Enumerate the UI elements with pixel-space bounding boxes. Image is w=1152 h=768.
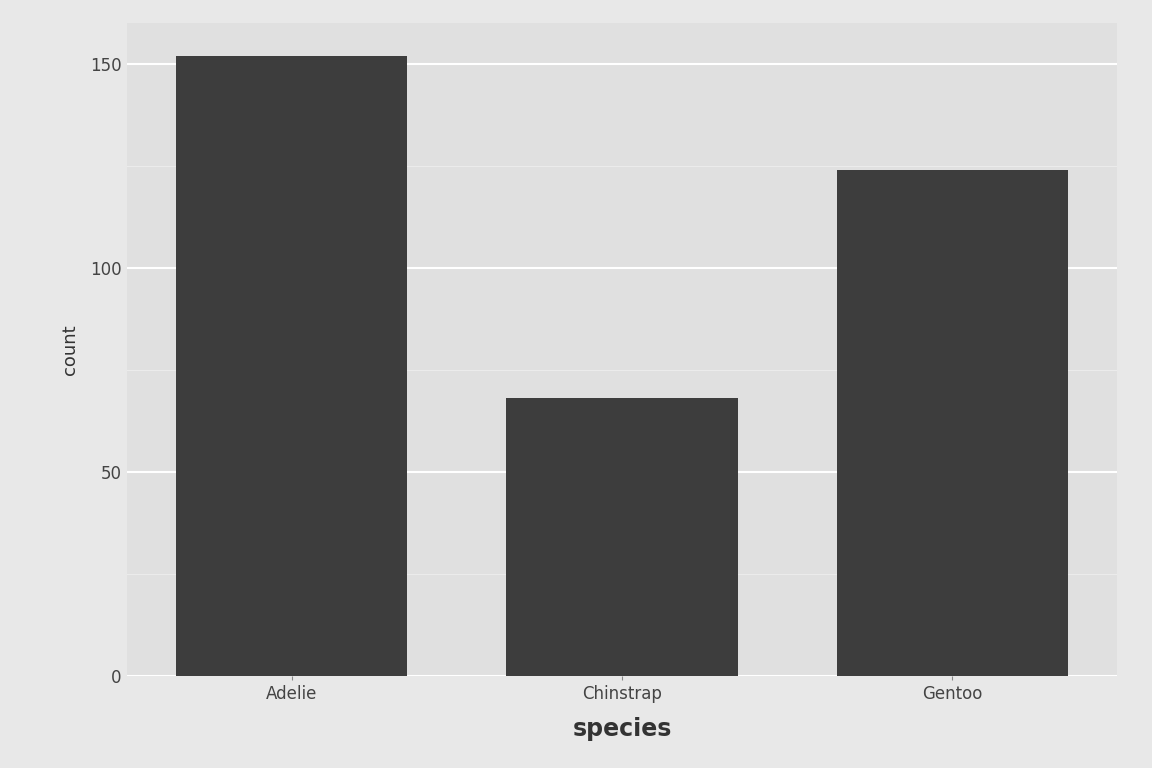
X-axis label: species: species <box>573 717 672 741</box>
Bar <box>836 170 1068 676</box>
Bar <box>507 399 737 676</box>
Y-axis label: count: count <box>61 324 79 375</box>
Bar <box>176 55 408 676</box>
